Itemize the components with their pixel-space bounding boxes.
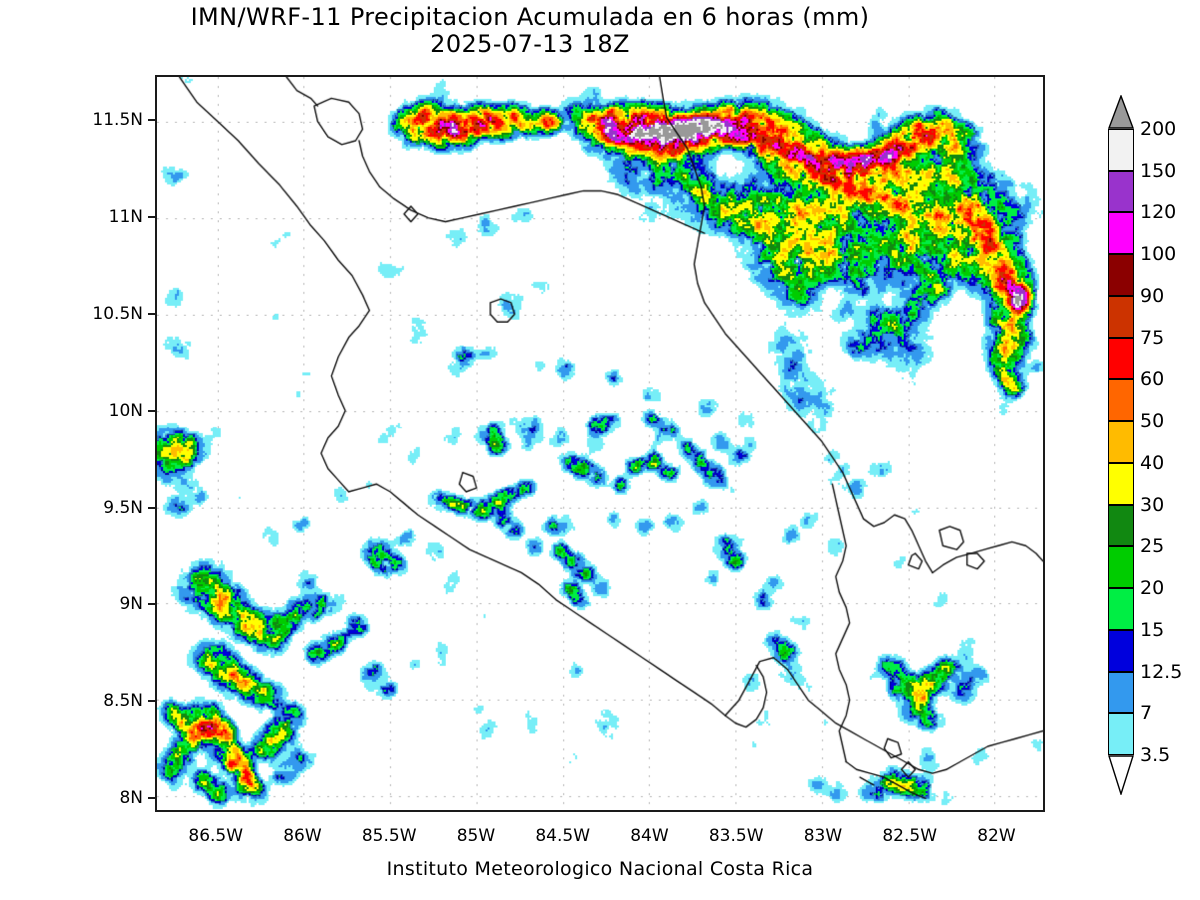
y-axis-tick-mark [148,215,156,218]
y-axis-tick-label: 11N [108,206,143,227]
colorbar-band[interactable] [1108,254,1134,296]
colorbar-band[interactable] [1108,588,1134,630]
colorbar-tick-label: 200 [1140,118,1177,140]
y-axis-tick-label: 8N [119,788,143,809]
colorbar-tick-label: 75 [1140,326,1165,349]
x-axis-tick-label: 86W [283,826,322,846]
colorbar-tick-label: 3.5 [1140,744,1171,766]
precipitation-field-canvas [157,77,1043,810]
precipitation-colorbar[interactable]: 200 150 120 100 90 75 60 50 40 30 25 20 15 12.5 7 3.5 [1107,94,1182,797]
colorbar-band[interactable] [1108,337,1134,380]
colorbar-tick-label: 60 [1140,368,1165,391]
colorbar-band[interactable] [1108,421,1134,463]
x-axis-tick-label: 84W [630,826,669,846]
title-main: IMN/WRF-11 Precipitacion Acumulada en 6 … [190,3,870,31]
colorbar-band[interactable] [1108,212,1134,255]
colorbar-tick-label: 25 [1140,535,1165,558]
colorbar-tick-label: 100 [1140,243,1177,266]
y-axis-tick-mark [148,409,156,412]
figure-title: IMN/WRF-11 Precipitacion Acumulada en 6 … [0,4,1060,58]
colorbar-tick-label: 20 [1140,577,1165,600]
colorbar-tick-label: 30 [1140,493,1165,516]
colorbar-band[interactable] [1108,504,1134,547]
y-axis-tick-mark [148,506,156,509]
x-axis-tick-label: 85W [456,826,496,846]
x-axis-tick-label: 84.5W [535,826,591,846]
colorbar-tick-label: 12.5 [1140,660,1183,683]
colorbar-band[interactable] [1108,462,1134,505]
x-axis-tick-label: 83W [803,826,843,846]
colorbar-band[interactable] [1108,671,1134,714]
institution-caption: Instituto Meteorologico Nacional Costa R… [386,858,814,880]
colorbar-tick-label: 7 [1140,702,1153,725]
y-axis-tick-mark [148,797,156,800]
x-axis-tick-label: 82.5W [882,826,938,846]
colorbar-tick-label: 40 [1140,451,1165,474]
title-valid-time: 2025-07-13 18Z [430,29,630,58]
colorbar-tick-label: 15 [1140,618,1165,641]
colorbar-tick-label: 150 [1140,159,1177,182]
colorbar-band[interactable] [1108,546,1134,589]
colorbar-tick-label: 90 [1140,284,1165,307]
x-axis-tick-label: 82W [977,826,1016,846]
y-axis-tick-mark [148,118,156,121]
y-axis-tick-label: 10.5N [92,303,143,324]
x-axis-tick-label: 86.5W [188,826,244,846]
colorbar-bottom-arrow [1108,755,1134,797]
colorbar-band[interactable] [1108,170,1134,213]
y-axis-tick-label: 9.5N [103,497,143,518]
y-axis-tick-mark [148,700,156,703]
colorbar-band[interactable] [1108,379,1134,422]
y-axis-tick-label: 10N [108,400,143,421]
x-axis-tick-label: 85.5W [361,826,417,846]
colorbar-top-arrow [1107,94,1135,129]
y-axis-tick-label: 11.5N [92,109,143,130]
x-axis-tick-label: 83.5W [708,826,764,846]
y-axis-tick-label: 8.5N [103,691,143,712]
colorbar-tick-label: 120 [1140,201,1177,224]
y-axis-tick-mark [148,312,156,315]
colorbar-band[interactable] [1108,713,1134,755]
colorbar-band[interactable] [1108,295,1134,338]
map-plot-area[interactable] [155,75,1045,812]
y-axis-tick-label: 9N [119,594,143,615]
colorbar-band[interactable] [1108,129,1134,171]
y-axis-tick-mark [148,603,156,606]
colorbar-band[interactable] [1108,629,1134,672]
colorbar-tick-label: 50 [1140,410,1165,433]
